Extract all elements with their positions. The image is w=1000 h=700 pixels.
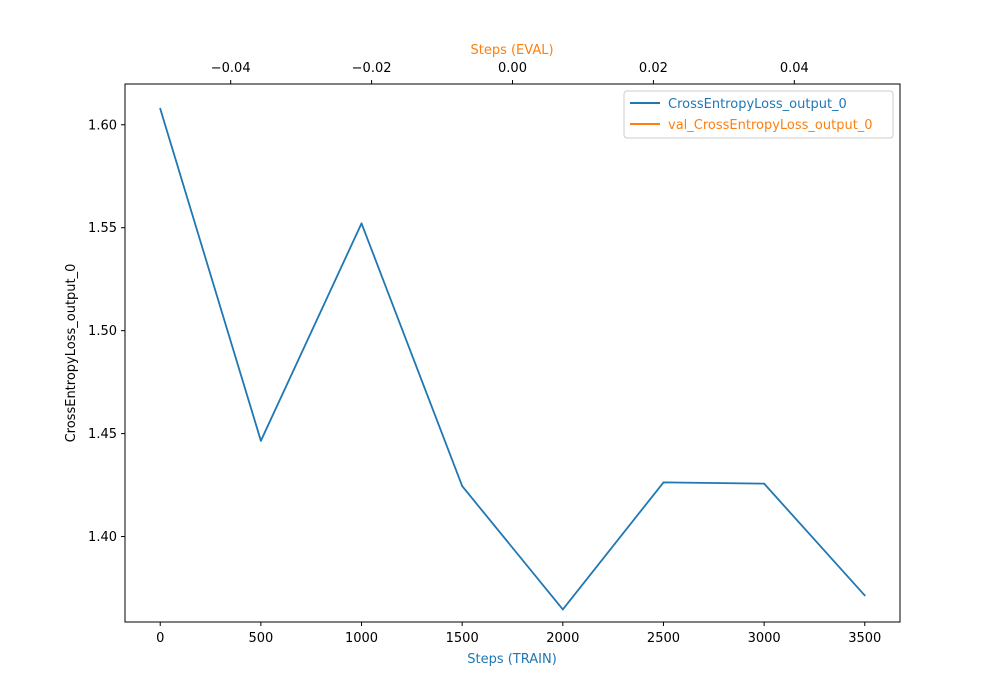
legend-label-train: CrossEntropyLoss_output_0	[668, 97, 847, 112]
x-tick-label: 2500	[647, 631, 680, 646]
y-tick-label: 1.45	[88, 427, 117, 442]
x-tick-label: 3500	[848, 631, 881, 646]
x-tick-label: 3000	[748, 631, 781, 646]
y-axis-label: CrossEntropyLoss_output_0	[64, 264, 79, 443]
x-tick-label: 1500	[446, 631, 479, 646]
x2-tick-label: 0.02	[639, 61, 668, 76]
y-tick-label: 1.60	[88, 118, 117, 133]
data-point-0-5	[662, 481, 665, 484]
y-tick-label: 1.40	[88, 530, 117, 545]
data-point-0-3	[461, 485, 464, 488]
data-point-0-0	[159, 107, 162, 110]
x2-tick-label: −0.04	[211, 61, 251, 76]
y-tick-label: 1.55	[88, 221, 117, 236]
data-point-0-6	[763, 482, 766, 485]
data-point-0-1	[259, 439, 262, 442]
data-point-0-7	[863, 594, 866, 597]
x2-tick-label: 0.04	[780, 61, 809, 76]
x2-tick-label: −0.02	[352, 61, 392, 76]
x2-axis-label: Steps (EVAL)	[470, 43, 553, 58]
data-point-0-4	[561, 608, 564, 611]
legend-label-eval: val_CrossEntropyLoss_output_0	[668, 118, 873, 133]
x-tick-label: 1000	[345, 631, 378, 646]
x-tick-label: 2000	[546, 631, 579, 646]
x2-tick-label: 0.00	[498, 61, 527, 76]
plot-area	[125, 84, 900, 622]
data-point-0-2	[360, 222, 363, 225]
series-line-0	[159, 108, 866, 611]
x-axis-label: Steps (TRAIN)	[467, 652, 557, 667]
x-tick-label: 0	[156, 631, 164, 646]
series-marks	[159, 107, 866, 611]
legend-box	[623, 90, 894, 139]
x-tick-label: 500	[248, 631, 273, 646]
axis-ticks: 0 500 1000 1500 2000 2500 3000 3500 −0.04 −0.02 0.…	[88, 61, 881, 646]
y-tick-label: 1.50	[88, 324, 117, 339]
legend: CrossEntropyLoss_output_0 val_CrossEntro…	[623, 90, 894, 139]
plot-frame	[124, 83, 901, 623]
